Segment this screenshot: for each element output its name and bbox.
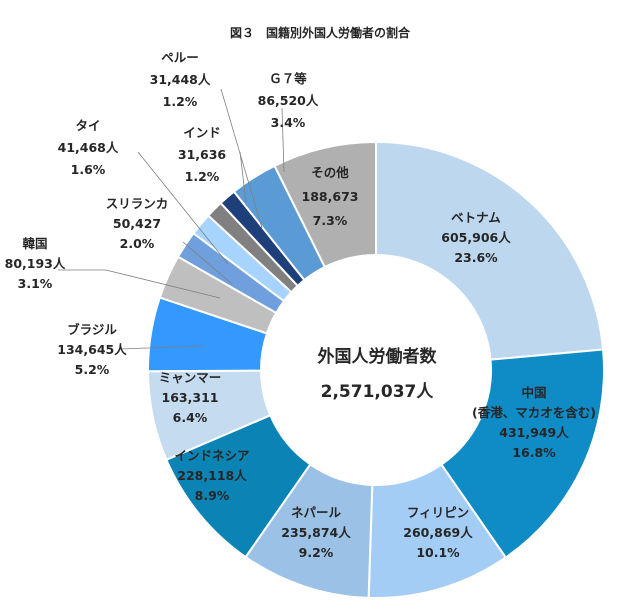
- label-name2-中国: (香港、マカオを含む): [472, 405, 596, 420]
- label-percent-フィリピン: 10.1%: [416, 545, 460, 560]
- label-percent-ベトナム: 23.6%: [454, 250, 498, 265]
- label-name-ネパール: ネパール: [291, 505, 342, 520]
- label-name-スリランカ: スリランカ: [106, 196, 169, 211]
- center-label: 外国人労働者数: [318, 346, 438, 367]
- label-percent-等: 3.4%: [271, 115, 306, 130]
- label-value-ネパール: 235,874人: [281, 525, 351, 540]
- label-percent-ブラジル: 5.2%: [75, 362, 110, 377]
- label-percent-タイ: 1.6%: [71, 162, 106, 177]
- slice-ベトナム: [375, 140, 605, 361]
- label-value-中国: 431,949人: [499, 425, 569, 440]
- leader-line-韓国: [58, 269, 221, 299]
- label-percent-ペルー: 1.2%: [163, 94, 198, 109]
- label-percent-ネパール: 9.2%: [299, 545, 334, 560]
- label-name-インド: インド: [183, 125, 221, 140]
- label-value-インドネシア: 228,118人: [177, 468, 247, 483]
- label-percent-スリランカ: 2.0%: [120, 236, 155, 251]
- leader-line-タイ: [137, 151, 229, 265]
- slice-その他: [273, 140, 377, 269]
- label-name-中国: 中国: [521, 385, 546, 400]
- label-name-ブラジル: ブラジル: [67, 322, 117, 337]
- label-percent-ミャンマー: 6.4%: [173, 410, 208, 425]
- label-percent-中国: 16.8%: [512, 445, 556, 460]
- chart-title: 図３ 国籍別外国人労働者の割合: [230, 25, 411, 40]
- label-name-韓国: 韓国: [22, 236, 47, 251]
- leader-line-ブラジル: [119, 345, 205, 350]
- label-percent-インド: 1.2%: [185, 169, 220, 184]
- center-value: 2,571,037人: [321, 382, 435, 402]
- slice-中国: [440, 348, 605, 559]
- label-percent-インドネシア: 8.9%: [195, 488, 230, 503]
- label-value-タイ: 41,468人: [58, 140, 119, 155]
- label-value-等: 86,520人: [258, 93, 319, 108]
- label-value-ベトナム: 605,906人: [441, 230, 511, 245]
- label-percent-その他: 7.3%: [313, 213, 348, 228]
- label-value-インド: 31,636: [178, 147, 227, 162]
- label-name-インドネシア: インドネシア: [174, 448, 249, 463]
- label-value-韓国: 80,193人: [5, 256, 66, 271]
- leader-line-ペルー: [220, 88, 263, 229]
- label-name-等: Ｇ７等: [269, 71, 307, 86]
- label-value-ペルー: 31,448人: [150, 72, 211, 87]
- label-name-ベトナム: ベトナム: [451, 210, 501, 225]
- label-name-タイ: タイ: [75, 118, 100, 133]
- label-name-ペルー: ペルー: [161, 50, 199, 65]
- leader-line-等: [281, 107, 285, 173]
- label-value-ブラジル: 134,645人: [57, 342, 127, 357]
- label-name-ミャンマー: ミャンマー: [159, 370, 222, 385]
- label-value-その他: 188,673: [302, 189, 359, 204]
- leader-line-スリランカ: [182, 241, 233, 285]
- leader-line-インド: [239, 151, 247, 203]
- label-value-ミャンマー: 163,311: [162, 390, 219, 405]
- label-percent-韓国: 3.1%: [18, 276, 53, 291]
- label-value-フィリピン: 260,869人: [403, 525, 473, 540]
- label-name-フィリピン: フィリピン: [407, 505, 469, 520]
- label-value-スリランカ: 50,427: [113, 216, 161, 231]
- label-name-その他: その他: [311, 165, 349, 180]
